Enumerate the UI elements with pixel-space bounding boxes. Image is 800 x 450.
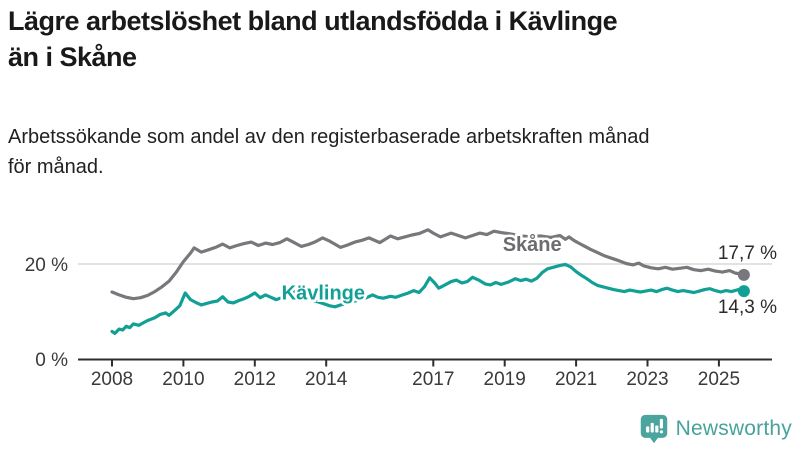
page-subtitle-line-2: för månad. xyxy=(8,156,104,178)
x-tick-label: 2017 xyxy=(412,369,454,390)
series-line-skane xyxy=(110,228,746,301)
series-label-kavlinge: Kävlinge xyxy=(282,283,365,305)
x-tick-label: 2012 xyxy=(234,369,276,390)
y-tick-label: 20 % xyxy=(25,255,68,276)
newsworthy-logo-text: Newsworthy xyxy=(675,417,792,440)
page-title-line-1: Lägre arbetslöshet bland utlandsfödda i … xyxy=(8,6,618,36)
page-title: Lägre arbetslöshet bland utlandsfödda i … xyxy=(8,3,618,75)
x-tick-label: 2025 xyxy=(698,369,740,390)
value-label-skane: 17,7 % xyxy=(718,243,777,264)
y-tick-label: 0 % xyxy=(35,350,68,371)
value-label-kavlinge: 14,3 % xyxy=(718,297,777,318)
x-tick-label: 2021 xyxy=(555,369,597,390)
page-subtitle: Arbetssökande som andel av den registerb… xyxy=(8,122,650,182)
series-line-kavlinge xyxy=(110,262,746,335)
newsworthy-logo[interactable]: Newsworthy xyxy=(639,413,792,445)
series-label-skane: Skåne xyxy=(503,233,562,256)
x-tick-label: 2023 xyxy=(626,369,668,390)
x-tick-label: 2014 xyxy=(305,369,348,390)
x-tick-label: 2008 xyxy=(91,369,133,390)
x-tick-label: 2019 xyxy=(484,369,526,390)
series-end-dot-skane xyxy=(737,268,750,281)
x-tick-label: 2010 xyxy=(162,369,204,390)
series-end-dot-kavlinge xyxy=(737,285,750,298)
page-title-line-2: än i Skåne xyxy=(8,42,137,72)
page-subtitle-line-1: Arbetssökande som andel av den registerb… xyxy=(8,126,650,148)
newsworthy-logo-icon xyxy=(639,413,669,445)
